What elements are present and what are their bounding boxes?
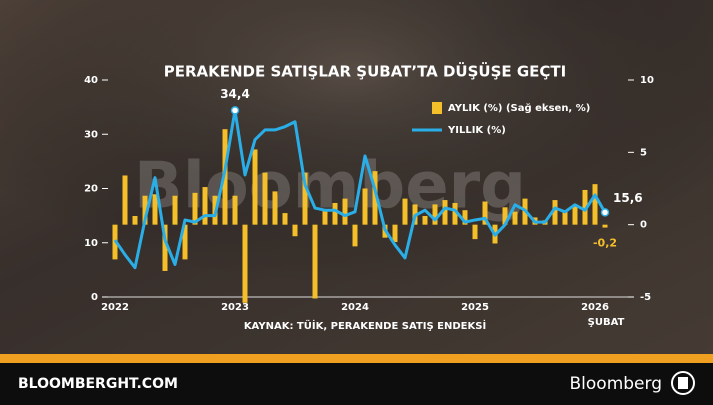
legend-swatch [432,102,442,114]
page: {"chart_data": {"type": "combo", "title"… [0,0,713,405]
line-point [232,107,239,114]
bar [363,189,368,225]
source: KAYNAK: TÜİK, PERAKENDE SATIŞ ENDEKSİ [244,318,486,332]
bar [253,149,258,224]
y-tick-label: 40 [84,75,98,86]
bar [353,225,358,247]
bar [513,212,518,225]
bar [473,225,478,239]
bar [423,216,428,225]
y2-tick-label: 5 [640,147,647,158]
bar [603,225,608,228]
bar [563,212,568,225]
footer-site: BLOOMBERGHT.COM [18,376,178,392]
bar [283,213,288,225]
y-tick-label: 10 [84,238,98,249]
line-value-label: 34,4 [220,87,250,101]
chart: Bloomberg PERAKENDE SATIŞLAR ŞUBAT’TA DÜ… [0,0,713,405]
bar [243,225,248,303]
bar [153,194,158,224]
bar [263,173,268,225]
bar [173,196,178,225]
x-tick-label: 2026 [581,302,609,313]
legend-label: AYLIK (%) (Sağ eksen, %) [448,102,590,114]
y2-tick-label: 0 [640,220,647,231]
line-point [602,209,609,216]
x-tick-label: 2025 [461,302,489,313]
x-tick-label: 2022 [101,302,129,313]
bar [233,196,238,225]
bar [273,191,278,224]
footer-brand: Bloomberg [570,374,662,394]
bar-value-label: -0,2 [593,237,617,250]
y-tick-label: 0 [91,292,98,303]
bar [323,210,328,224]
y2-tick-label: 10 [640,75,654,86]
bar [293,225,298,237]
annotation: ŞUBAT [588,317,625,328]
brand-logo-inner [678,377,688,389]
bar [313,225,318,299]
x-tick-label: 2023 [221,302,249,313]
line-value-label: 15,6 [613,191,643,205]
bar [343,199,348,225]
y2-tick-label: -5 [640,292,651,303]
accent-stripe [0,354,713,363]
x-tick-label: 2024 [341,302,369,313]
bar [393,225,398,242]
chart-title: PERAKENDE SATIŞLAR ŞUBAT’TA DÜŞÜŞE GEÇTI [164,62,567,81]
bar [593,184,598,225]
bar [403,199,408,225]
bar [123,175,128,224]
y-tick-label: 30 [84,129,98,140]
legend-label: YILLIK (%) [447,125,506,136]
bar [433,204,438,224]
bar [133,216,138,225]
y-tick-label: 20 [84,184,98,195]
bar [203,187,208,225]
bar [333,203,338,225]
